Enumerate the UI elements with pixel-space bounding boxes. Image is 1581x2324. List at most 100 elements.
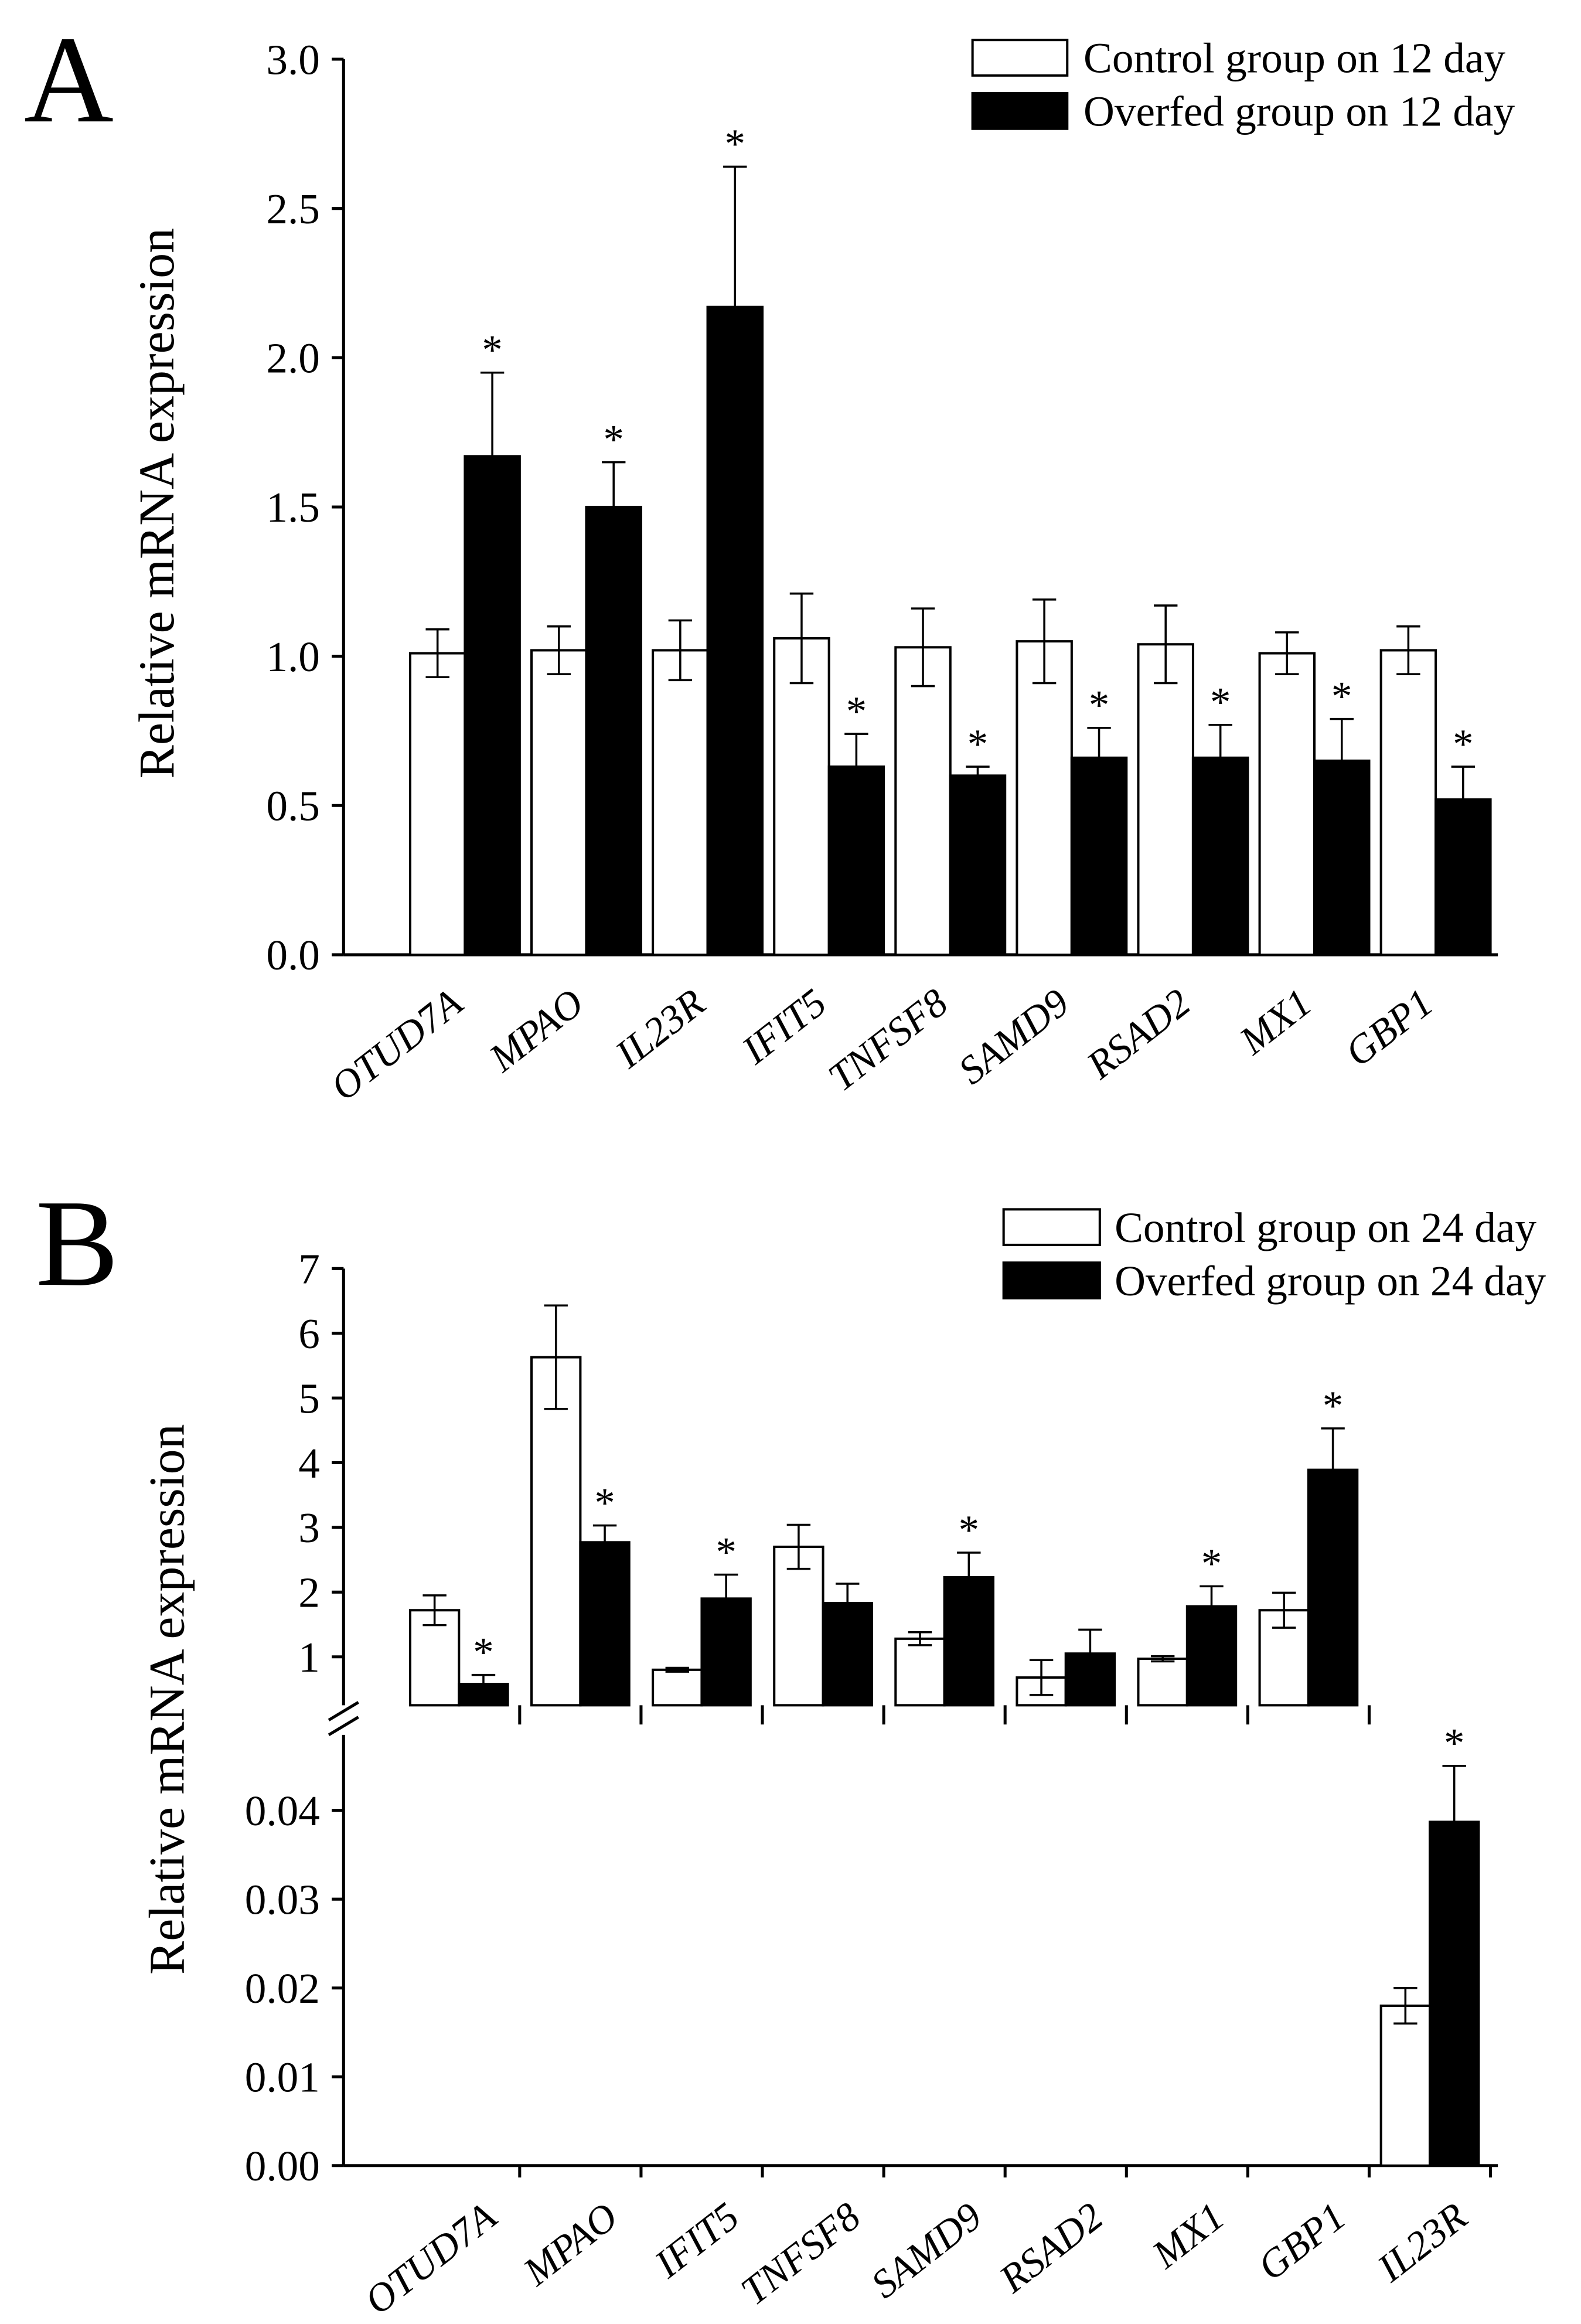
errorbar-A-TNFSF8-overfed (966, 765, 990, 786)
y-tick-label: 0.5 (266, 782, 320, 830)
significance-star-A-IL23R: * (725, 121, 745, 167)
bar-B-IFIT5-control (652, 1668, 703, 1707)
y-tick-label: 3 (298, 1504, 320, 1551)
y-tick-label: 2.0 (266, 335, 320, 382)
errorbar-A-OTUD7A-control (425, 628, 449, 679)
significance-star-A-RSAD2: * (1210, 680, 1231, 726)
errorbar-A-RSAD2-control (1154, 604, 1178, 685)
significance-star-A-MX1: * (1331, 673, 1352, 719)
panel-label: A (24, 11, 114, 148)
significance-star-B-MX1: * (1201, 1541, 1222, 1587)
y-tick-label: 1.0 (266, 633, 320, 680)
errorbar-B-MPAO-control (544, 1304, 568, 1410)
legend-label: Overfed group on 12 day (1083, 88, 1515, 135)
errorbar-B-OTUD7A-overfed (471, 1673, 496, 1694)
y-axis-title: Relative mRNA expression (128, 228, 185, 779)
errorbar-A-MPAO-control (547, 625, 571, 675)
significance-star-A-IFIT5: * (846, 689, 867, 734)
errorbar-B-MX1-overfed (1200, 1585, 1224, 1628)
y-tick-label: 3.0 (266, 36, 320, 83)
significance-star-A-GBP1: * (1453, 722, 1473, 767)
errorbar-A-MPAO-overfed (602, 461, 626, 553)
errorbar-B-SAMD9-control (908, 1631, 932, 1646)
significance-star-A-SAMD9: * (1089, 683, 1109, 729)
bar-A-RSAD2-control (1137, 643, 1194, 956)
errorbar-B-IFIT5-control (665, 1666, 690, 1673)
errorbar-A-SAMD9-control (1032, 598, 1057, 685)
y-tick-label: 0.03 (245, 1876, 320, 1923)
bar-A-MPAO-control (530, 649, 588, 956)
errorbar-A-IL23R-overfed (723, 165, 747, 448)
y-tick-label: 1 (298, 1634, 320, 1681)
significance-star-B-GBP1: * (1323, 1383, 1343, 1429)
legend-label: Control group on 12 day (1083, 35, 1505, 82)
significance-star-A-TNFSF8: * (967, 722, 988, 767)
legend-swatch (1002, 1208, 1101, 1246)
errorbar-A-IFIT5-overfed (844, 733, 868, 801)
errorbar-B-RSAD2-control (1029, 1659, 1054, 1696)
errorbar-B-MX1-control (1150, 1655, 1175, 1663)
bar-B-TNFSF8-control (773, 1546, 824, 1707)
bar-A-SAMD9-control (1016, 640, 1073, 956)
axis-break-mark (328, 1701, 359, 1721)
legend-swatch (971, 92, 1069, 130)
errorbar-B-IFIT5-overfed (714, 1573, 738, 1624)
y-tick-label: 2.5 (266, 185, 320, 233)
errorbar-A-MX1-overfed (1330, 717, 1354, 804)
errorbar-A-RSAD2-overfed (1208, 724, 1232, 792)
errorbar-A-SAMD9-overfed (1087, 727, 1111, 789)
y-tick-label: 4 (298, 1440, 320, 1487)
errorbar-B-IL23R-overfed (1442, 1765, 1466, 1879)
legend-label: Control group on 24 day (1115, 1204, 1536, 1251)
legend-swatch (1002, 1261, 1101, 1299)
y-tick-label: 6 (298, 1310, 320, 1357)
errorbar-B-TNFSF8-control (786, 1523, 811, 1570)
errorbar-A-IFIT5-control (789, 592, 814, 685)
significance-star-A-OTUD7A: * (482, 328, 502, 373)
errorbar-A-OTUD7A-overfed (480, 372, 505, 541)
bar-B-IL23R-control (1379, 2005, 1432, 2167)
legend-label: Overfed group on 24 day (1115, 1257, 1546, 1305)
significance-star-B-SAMD9: * (959, 1508, 979, 1553)
panel-label: B (36, 1174, 119, 1312)
bar-A-TNFSF8-overfed (949, 774, 1007, 956)
significance-star-B-OTUD7A: * (473, 1629, 493, 1675)
y-tick-label: 1.5 (266, 484, 320, 531)
y-axis-title: Relative mRNA expression (139, 1424, 195, 1975)
significance-star-A-MPAO: * (604, 417, 624, 462)
axis-break-mark (328, 1716, 359, 1737)
bar-A-OTUD7A-control (408, 652, 466, 956)
bar-B-SAMD9-control (894, 1637, 946, 1707)
bar-A-IL23R-control (652, 649, 709, 956)
bar-B-MPAO-control (530, 1356, 582, 1707)
bar-A-IFIT5-control (773, 637, 830, 956)
errorbar-B-TNFSF8-overfed (836, 1583, 860, 1624)
errorbar-B-OTUD7A-control (422, 1594, 447, 1627)
y-tick-label: 0.01 (245, 2054, 320, 2101)
legend-swatch (971, 39, 1069, 77)
errorbar-A-GBP1-overfed (1451, 765, 1476, 833)
errorbar-B-GBP1-overfed (1321, 1427, 1345, 1513)
bar-B-GBP1-control (1258, 1609, 1310, 1707)
y-tick-label: 0.0 (266, 931, 320, 979)
errorbar-A-MX1-control (1275, 631, 1299, 675)
bar-A-TNFSF8-control (894, 646, 952, 956)
errorbar-B-MPAO-overfed (592, 1524, 617, 1560)
y-tick-label: 0.04 (245, 1787, 320, 1835)
bar-A-MPAO-overfed (585, 505, 642, 956)
errorbar-A-TNFSF8-control (911, 607, 935, 688)
bar-B-IL23R-overfed (1428, 1821, 1480, 2167)
y-tick-label: 5 (298, 1374, 320, 1422)
errorbar-B-RSAD2-overfed (1078, 1628, 1102, 1679)
significance-star-B-IL23R: * (1444, 1721, 1464, 1767)
errorbar-A-IL23R-control (668, 619, 693, 682)
bar-B-MX1-control (1137, 1658, 1188, 1707)
bar-B-MPAO-overfed (579, 1541, 631, 1707)
y-tick-label: 2 (298, 1569, 320, 1617)
significance-star-B-IFIT5: * (715, 1529, 736, 1575)
errorbar-B-GBP1-control (1272, 1591, 1296, 1629)
bar-A-GBP1-control (1379, 649, 1437, 956)
y-tick-label: 0.00 (245, 2142, 320, 2190)
y-tick-label: 0.02 (245, 1965, 320, 2012)
